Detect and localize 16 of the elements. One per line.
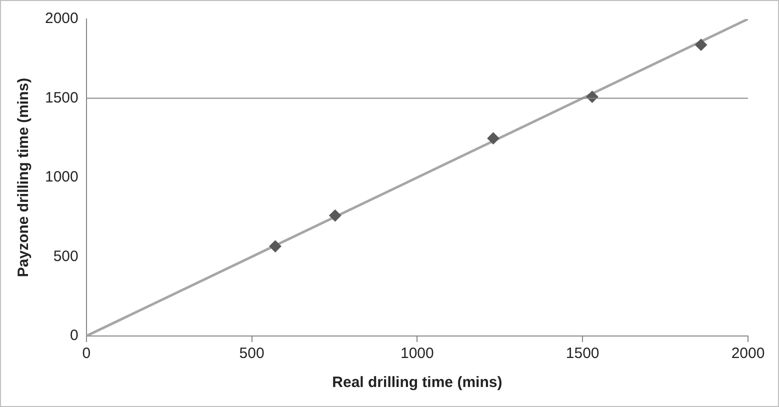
- y-tick-label: 1500: [44, 89, 78, 106]
- y-tick-label: 500: [53, 248, 78, 265]
- point: [487, 132, 500, 144]
- x-tick-label: 500: [239, 345, 264, 362]
- y-tick-label: 2000: [44, 10, 78, 28]
- point: [329, 210, 342, 222]
- x-tick-label: 0: [82, 345, 91, 362]
- point: [269, 240, 282, 252]
- x-axis-title: Real drilling time (mins): [332, 374, 502, 392]
- y-tick-label: 1000: [44, 168, 78, 186]
- x-tick-label: 1500: [566, 345, 600, 362]
- y-axis-title: Payzone drilling time (mins): [15, 78, 32, 278]
- y-tick-label: 0: [70, 327, 78, 344]
- x-tick-label: 1000: [400, 345, 434, 362]
- point: [695, 38, 708, 51]
- x-tick-label: 2000: [731, 345, 765, 362]
